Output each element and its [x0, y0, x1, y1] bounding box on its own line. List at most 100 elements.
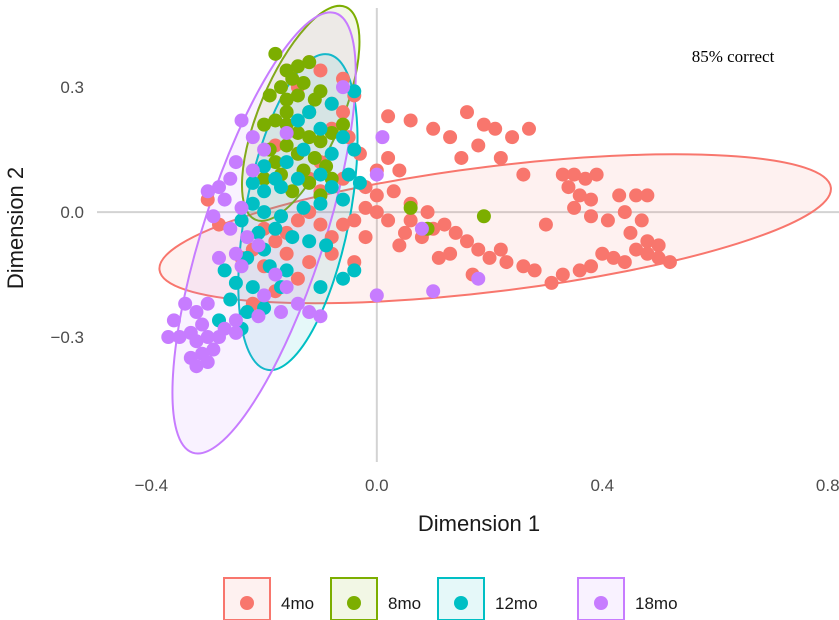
- point-8mo: [307, 150, 322, 165]
- point-4mo: [589, 167, 604, 182]
- point-12mo: [313, 167, 328, 182]
- point-18mo: [200, 330, 215, 345]
- point-18mo: [206, 209, 221, 224]
- point-4mo: [290, 213, 305, 228]
- point-4mo: [600, 213, 615, 228]
- point-4mo: [381, 150, 396, 165]
- point-12mo: [279, 263, 294, 278]
- point-4mo: [369, 205, 384, 220]
- point-4mo: [313, 63, 328, 78]
- point-12mo: [274, 180, 288, 195]
- point-18mo: [251, 238, 266, 253]
- x-axis-title: Dimension 1: [418, 511, 540, 536]
- point-4mo: [403, 113, 418, 128]
- point-18mo: [257, 142, 272, 157]
- point-4mo: [544, 275, 559, 290]
- point-18mo: [189, 305, 204, 320]
- point-12mo: [217, 263, 232, 278]
- point-4mo: [392, 238, 407, 253]
- point-4mo: [392, 163, 407, 178]
- point-12mo: [223, 292, 238, 307]
- x-tick-label: −0.4: [135, 476, 169, 495]
- point-4mo: [584, 259, 598, 274]
- legend-item-8mo: 8mo: [330, 577, 421, 620]
- point-12mo: [347, 84, 362, 99]
- point-8mo: [290, 88, 305, 103]
- point-18mo: [234, 113, 249, 128]
- point-4mo: [538, 217, 553, 232]
- point-8mo: [285, 71, 300, 86]
- point-18mo: [414, 221, 429, 236]
- point-18mo: [172, 330, 187, 345]
- point-18mo: [268, 267, 283, 282]
- point-4mo: [522, 121, 536, 136]
- point-12mo: [313, 121, 328, 136]
- point-8mo: [257, 171, 272, 186]
- y-tick-label: 0.0: [60, 203, 84, 222]
- legend-marker-8mo: [347, 596, 361, 610]
- point-18mo: [161, 330, 176, 345]
- legend-marker-12mo: [454, 596, 468, 610]
- point-18mo: [200, 184, 215, 199]
- point-12mo: [336, 271, 350, 286]
- point-18mo: [234, 200, 249, 215]
- point-12mo: [336, 192, 350, 207]
- point-4mo: [460, 105, 474, 120]
- point-18mo: [375, 130, 390, 145]
- point-12mo: [245, 175, 260, 190]
- point-18mo: [228, 246, 243, 261]
- point-4mo: [516, 259, 531, 274]
- point-12mo: [257, 184, 272, 199]
- point-4mo: [268, 234, 283, 249]
- point-4mo: [617, 205, 632, 220]
- point-18mo: [274, 305, 288, 320]
- point-4mo: [381, 213, 396, 228]
- point-12mo: [352, 175, 367, 190]
- point-18mo: [200, 296, 215, 311]
- point-18mo: [178, 296, 193, 311]
- point-4mo: [578, 171, 593, 186]
- point-4mo: [527, 263, 542, 278]
- point-12mo: [257, 159, 272, 174]
- legend-label-4mo: 4mo: [281, 594, 314, 613]
- point-18mo: [279, 280, 294, 295]
- point-4mo: [347, 213, 362, 228]
- point-4mo: [381, 109, 396, 124]
- y-tick-label: 0.3: [60, 78, 84, 97]
- point-12mo: [290, 113, 305, 128]
- point-18mo: [212, 180, 226, 195]
- point-4mo: [623, 225, 638, 240]
- point-18mo: [426, 284, 441, 299]
- point-4mo: [572, 188, 587, 203]
- point-4mo: [482, 250, 497, 265]
- point-12mo: [234, 213, 249, 228]
- point-12mo: [302, 105, 317, 120]
- point-4mo: [629, 242, 644, 257]
- legend-label-12mo: 12mo: [495, 594, 538, 613]
- point-8mo: [302, 175, 317, 190]
- point-4mo: [561, 180, 576, 195]
- legend-label-8mo: 8mo: [388, 594, 421, 613]
- point-18mo: [223, 171, 238, 186]
- point-4mo: [426, 121, 441, 136]
- point-4mo: [651, 238, 666, 253]
- ellipse-4mo: [158, 153, 832, 305]
- point-12mo: [324, 96, 339, 111]
- point-18mo: [212, 250, 226, 265]
- point-12mo: [336, 130, 350, 145]
- point-8mo: [257, 117, 272, 132]
- point-8mo: [268, 46, 283, 61]
- point-18mo: [369, 167, 384, 182]
- point-4mo: [567, 167, 582, 182]
- point-4mo: [595, 246, 610, 261]
- point-4mo: [476, 117, 491, 132]
- legend: 4mo 8mo 12mo 18mo: [223, 577, 678, 620]
- point-4mo: [279, 246, 294, 261]
- point-18mo: [228, 313, 243, 328]
- point-12mo: [228, 275, 243, 290]
- point-18mo: [195, 317, 210, 332]
- point-12mo: [324, 180, 339, 195]
- point-18mo: [369, 288, 384, 303]
- point-4mo: [493, 150, 508, 165]
